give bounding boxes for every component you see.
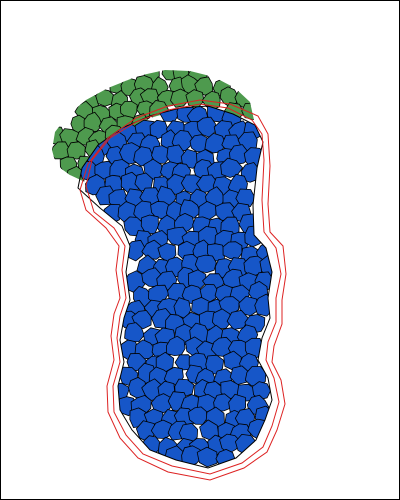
blue-cell	[211, 308, 232, 330]
blue-cell	[141, 239, 165, 260]
inner-contour-line	[85, 103, 282, 475]
blue-cell	[196, 446, 218, 468]
blue-cell	[194, 254, 217, 274]
blue-region-outline	[77, 105, 273, 469]
green-cell	[241, 103, 254, 121]
blue-cell	[234, 433, 258, 456]
blue-cell	[166, 144, 186, 166]
outer-contour-line	[79, 99, 287, 481]
blue-cell	[228, 144, 251, 165]
green-cell	[52, 141, 70, 160]
blue-cell	[124, 322, 145, 343]
blue-cell	[251, 381, 272, 401]
blue-cell	[157, 242, 177, 264]
blue-cell	[222, 241, 243, 260]
blue-cell	[220, 157, 244, 178]
blue-cell	[180, 148, 200, 169]
blue-cell-region	[79, 106, 272, 468]
green-cell	[95, 88, 116, 107]
